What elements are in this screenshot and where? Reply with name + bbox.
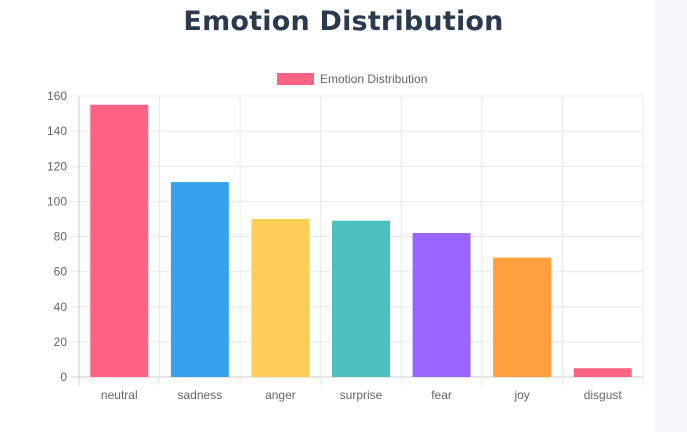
bar-surprise[interactable] (331, 220, 391, 377)
legend[interactable]: Emotion Distribution (277, 72, 427, 86)
x-axis: neutral sadness anger surprise fear joy disgus… (101, 388, 622, 402)
bar-fear[interactable] (412, 232, 471, 377)
x-tick-label: disgust (584, 388, 623, 402)
y-axis: 0 20 40 60 80 100 120 140 160 (47, 89, 67, 384)
x-tick-label: anger (265, 388, 296, 402)
x-tick-label: fear (431, 388, 452, 402)
x-tick-label: neutral (101, 388, 138, 402)
legend-label: Emotion Distribution (320, 72, 427, 86)
bar-neutral[interactable] (90, 104, 149, 377)
x-tick-label: sadness (178, 388, 223, 402)
y-tick-label: 0 (60, 370, 67, 384)
bar-joy[interactable] (493, 257, 552, 377)
x-tick-label: joy (513, 388, 529, 402)
y-tick-label: 40 (54, 300, 68, 314)
y-tick-label: 120 (47, 159, 67, 173)
y-tick-label: 140 (47, 124, 67, 138)
bar-sadness[interactable] (170, 182, 229, 377)
y-tick-label: 80 (54, 230, 68, 244)
y-tick-label: 100 (47, 194, 67, 208)
background-panel (654, 0, 687, 432)
grid (71, 95, 644, 385)
page-title: Emotion Distribution (183, 6, 504, 37)
y-tick-label: 60 (54, 265, 68, 279)
y-tick-label: 20 (54, 335, 68, 349)
bar-disgust[interactable] (573, 368, 632, 377)
legend-swatch (277, 73, 314, 85)
bar-anger[interactable] (251, 218, 310, 377)
bars (90, 104, 632, 377)
x-tick-label: surprise (340, 388, 383, 402)
y-tick-label: 160 (47, 89, 67, 103)
